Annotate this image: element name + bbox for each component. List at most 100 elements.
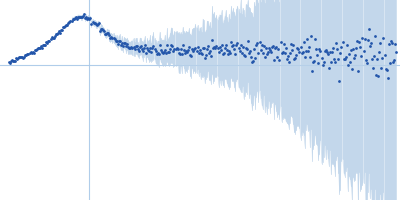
Point xyxy=(384,68,390,71)
Point xyxy=(319,64,326,67)
Point xyxy=(104,31,110,34)
Point xyxy=(204,47,210,51)
Point xyxy=(322,48,329,51)
Point xyxy=(233,43,240,47)
Point xyxy=(298,52,305,55)
Point xyxy=(216,46,223,49)
Point xyxy=(148,51,154,54)
Point xyxy=(76,15,82,18)
Point xyxy=(349,67,355,70)
Point xyxy=(119,41,125,45)
Point xyxy=(203,53,209,56)
Point xyxy=(154,52,160,55)
Point xyxy=(244,48,250,51)
Point xyxy=(223,43,229,46)
Point xyxy=(196,52,202,55)
Point xyxy=(296,51,303,54)
Point xyxy=(111,38,118,41)
Point xyxy=(16,55,22,59)
Point xyxy=(252,56,258,59)
Point xyxy=(221,51,227,55)
Point xyxy=(202,56,208,59)
Point xyxy=(108,35,115,39)
Point xyxy=(314,53,320,56)
Point xyxy=(138,44,144,48)
Point xyxy=(207,49,213,53)
Point xyxy=(185,49,191,52)
Point xyxy=(61,25,67,29)
Point xyxy=(215,50,222,54)
Point xyxy=(152,50,159,53)
Point xyxy=(30,51,37,54)
Point xyxy=(190,49,196,52)
Point xyxy=(52,34,58,37)
Point xyxy=(139,47,145,50)
Point xyxy=(302,55,308,58)
Point xyxy=(316,48,323,51)
Point xyxy=(129,46,136,49)
Point xyxy=(62,25,68,28)
Point xyxy=(250,60,256,63)
Point xyxy=(282,46,289,49)
Point xyxy=(8,60,14,63)
Point xyxy=(44,41,50,45)
Point xyxy=(27,51,34,54)
Point xyxy=(267,49,273,52)
Point xyxy=(142,44,148,47)
Point xyxy=(224,48,230,52)
Point xyxy=(335,57,342,60)
Point xyxy=(57,31,63,35)
Point xyxy=(118,44,124,47)
Point xyxy=(181,48,187,51)
Point xyxy=(92,23,99,26)
Point xyxy=(373,73,379,76)
Point xyxy=(201,46,207,50)
Point xyxy=(198,53,205,56)
Point xyxy=(271,59,278,62)
Point xyxy=(278,52,285,55)
Point xyxy=(36,46,42,49)
Point xyxy=(102,32,108,36)
Point xyxy=(260,51,266,54)
Point xyxy=(121,41,127,44)
Point xyxy=(43,40,50,44)
Point xyxy=(234,41,241,44)
Point xyxy=(168,44,174,47)
Point xyxy=(375,74,382,77)
Point xyxy=(369,57,375,60)
Point xyxy=(209,38,216,42)
Point xyxy=(372,34,378,38)
Point xyxy=(254,41,261,45)
Point xyxy=(34,48,40,51)
Point xyxy=(39,46,45,49)
Point xyxy=(114,42,121,45)
Point xyxy=(364,61,370,64)
Point xyxy=(69,17,76,20)
Point xyxy=(268,50,274,54)
Point xyxy=(222,46,228,49)
Point xyxy=(342,56,349,59)
Point xyxy=(333,42,340,45)
Point xyxy=(89,20,96,23)
Point xyxy=(227,51,233,55)
Point xyxy=(311,59,317,63)
Point xyxy=(67,20,74,23)
Point xyxy=(45,39,52,42)
Point xyxy=(340,58,347,61)
Point xyxy=(173,46,180,50)
Point xyxy=(85,16,92,19)
Point xyxy=(114,39,120,42)
Point xyxy=(380,36,387,39)
Point xyxy=(285,54,291,57)
Point xyxy=(35,46,41,49)
Point xyxy=(262,55,268,59)
Point xyxy=(134,44,140,47)
Point xyxy=(159,51,165,54)
Point xyxy=(248,56,254,59)
Point xyxy=(125,45,132,49)
Point xyxy=(381,53,388,56)
Point xyxy=(280,42,287,45)
Point xyxy=(20,57,26,60)
Point xyxy=(269,45,275,48)
Point xyxy=(377,41,384,45)
